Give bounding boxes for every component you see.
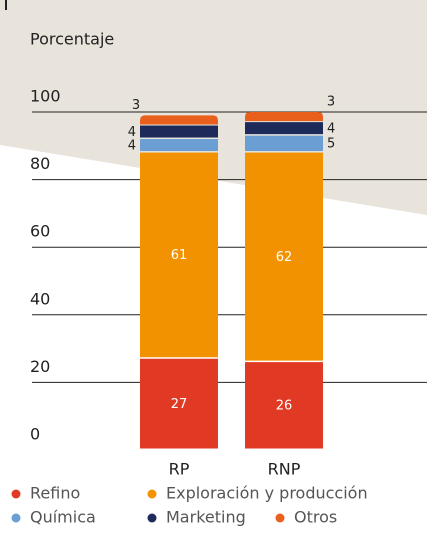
bar-segment	[245, 362, 323, 449]
value-label: 5	[327, 137, 335, 152]
y-tick-label: 80	[30, 154, 50, 173]
value-label: 61	[171, 248, 188, 263]
legend-marker	[275, 513, 285, 523]
bar-segment	[245, 122, 323, 135]
y-tick-label: 20	[30, 357, 50, 376]
value-label: 4	[128, 138, 136, 153]
bar-segment	[140, 125, 218, 138]
value-label: 4	[327, 121, 335, 136]
value-label: 62	[276, 250, 293, 265]
bar-segment	[140, 152, 218, 358]
value-label: 4	[128, 125, 136, 140]
bar-segment	[245, 135, 323, 152]
value-label: 3	[132, 98, 140, 113]
x-tick-label: RP	[169, 460, 190, 479]
legend-label: Refino	[30, 484, 80, 503]
legend-label: Química	[30, 508, 96, 527]
legend-label: Marketing	[166, 508, 246, 527]
value-label: 3	[327, 95, 335, 110]
legend-marker	[11, 489, 21, 499]
bar-segment	[140, 358, 218, 449]
y-tick-label: 40	[30, 289, 50, 308]
bar-segment	[245, 152, 323, 361]
y-tick-label: 0	[30, 425, 40, 444]
legend-marker	[11, 513, 21, 523]
legend-label: Exploración y producción	[166, 484, 368, 503]
legend-marker	[147, 513, 157, 523]
value-label: 27	[171, 397, 188, 412]
y-axis-label: Porcentaje	[30, 30, 114, 49]
y-tick-label: 100	[30, 87, 61, 106]
bar-segment	[140, 115, 218, 125]
x-tick-label: RNP	[268, 460, 301, 479]
legend-marker	[147, 489, 157, 499]
y-tick-label: 60	[30, 222, 50, 241]
legend-label: Otros	[294, 508, 337, 527]
bar-segment	[245, 112, 323, 122]
value-label: 26	[276, 399, 293, 414]
bar-segment	[140, 139, 218, 152]
